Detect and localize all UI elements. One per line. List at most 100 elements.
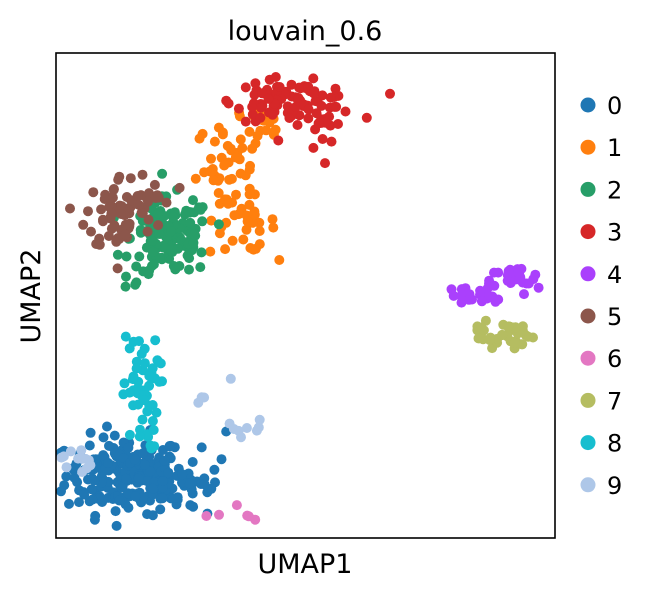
cluster-2-point: [185, 217, 196, 228]
x-axis-label: UMAP1: [258, 549, 353, 580]
cluster-0-point: [130, 491, 141, 502]
cluster-2-point: [213, 219, 224, 230]
cluster-0-point: [168, 493, 179, 504]
cluster-1-point: [244, 189, 255, 200]
cluster-1-point: [199, 167, 210, 178]
cluster-0-point: [98, 432, 109, 443]
cluster-2-point: [143, 269, 154, 280]
cluster-0-point: [148, 483, 159, 494]
cluster-5-point: [83, 206, 93, 217]
cluster-0-point: [187, 457, 198, 467]
cluster-3-point: [284, 113, 295, 123]
cluster-3-point: [255, 112, 266, 123]
cluster-8-point: [139, 395, 149, 406]
cluster-5-point: [143, 214, 154, 225]
cluster-5-point: [153, 220, 164, 231]
cluster-4-point: [490, 296, 501, 307]
cluster-5-point: [78, 219, 89, 230]
cluster-3-point: [303, 104, 314, 115]
legend-marker-8: [580, 435, 596, 451]
cluster-0-point: [147, 510, 158, 521]
cluster-0-point: [102, 421, 112, 432]
cluster-2-point: [166, 226, 176, 237]
cluster-9-point: [76, 445, 87, 456]
cluster-9-point: [225, 373, 236, 384]
cluster-5-point: [150, 193, 161, 203]
cluster-2-point: [134, 251, 145, 262]
legend-marker-2: [580, 181, 596, 197]
cluster-0-point: [68, 462, 79, 473]
cluster-2-point: [112, 249, 123, 260]
cluster-0-point: [155, 504, 166, 515]
cluster-2-point: [147, 246, 158, 257]
cluster-3-point: [326, 136, 337, 147]
cluster-2-point: [148, 259, 159, 270]
cluster-5-point: [88, 187, 99, 198]
cluster-1-point: [217, 129, 228, 140]
cluster-2-point: [197, 216, 208, 227]
cluster-2-point: [174, 261, 185, 271]
cluster-9-point: [254, 414, 265, 425]
legend-label-1: 1: [607, 134, 622, 162]
cluster-0-point: [96, 477, 107, 488]
cluster-4-point: [514, 267, 525, 278]
cluster-5-point: [174, 182, 185, 193]
cluster-3-point: [313, 118, 324, 129]
legend-label-7: 7: [607, 387, 622, 415]
cluster-8-point: [151, 407, 162, 418]
cluster-0-point: [89, 514, 100, 525]
cluster-5-point: [65, 203, 75, 214]
cluster-3-point: [249, 89, 260, 100]
cluster-1-point: [261, 125, 272, 136]
cluster-8-point: [118, 389, 129, 400]
cluster-8-point: [131, 363, 142, 374]
cluster-5-point: [86, 226, 96, 237]
cluster-0-point: [221, 426, 232, 437]
legend-label-5: 5: [607, 303, 622, 331]
cluster-5-point: [136, 207, 147, 218]
cluster-2-point: [184, 253, 195, 264]
cluster-7-point: [497, 329, 508, 340]
cluster-8-point: [119, 378, 130, 389]
cluster-4-point: [530, 269, 541, 280]
cluster-6-point: [243, 511, 254, 522]
cluster-0-point: [123, 502, 134, 513]
cluster-1-point: [216, 152, 227, 163]
cluster-3-point: [263, 93, 274, 104]
cluster-8-point: [147, 416, 158, 426]
cluster-8-point: [147, 363, 158, 374]
cluster-0-point: [163, 467, 174, 478]
cluster-1-point: [223, 198, 234, 209]
cluster-1-point: [264, 117, 275, 128]
cluster-5-point: [106, 208, 117, 219]
cluster-0-point: [138, 492, 149, 503]
cluster-3-point: [333, 119, 343, 129]
plot-frame: [55, 52, 556, 539]
cluster-0-point: [111, 520, 122, 531]
cluster-2-point: [120, 281, 131, 292]
cluster-8-point: [155, 358, 166, 369]
cluster-2-point: [121, 271, 131, 282]
cluster-0-point: [157, 476, 168, 487]
cluster-2-point: [195, 204, 206, 215]
cluster-2-point: [131, 261, 142, 272]
cluster-0-point: [216, 454, 227, 465]
cluster-0-point: [159, 455, 170, 466]
cluster-5-point: [103, 231, 114, 241]
cluster-1-point: [190, 173, 201, 184]
legend-label-0: 0: [607, 92, 622, 120]
cluster-0-point: [145, 466, 156, 477]
cluster-0-point: [89, 475, 100, 486]
cluster-1-point: [206, 215, 217, 226]
cluster-0-point: [114, 495, 125, 506]
cluster-3-point: [361, 112, 372, 123]
cluster-1-point: [208, 175, 219, 186]
cluster-3-point: [308, 142, 319, 153]
cluster-0-point: [157, 493, 168, 504]
cluster-1-point: [220, 244, 231, 255]
cluster-9-point: [196, 392, 207, 403]
cluster-1-point: [194, 133, 205, 144]
cluster-2-point: [188, 195, 198, 206]
cluster-0-point: [85, 427, 96, 438]
cluster-5-point: [142, 226, 153, 237]
